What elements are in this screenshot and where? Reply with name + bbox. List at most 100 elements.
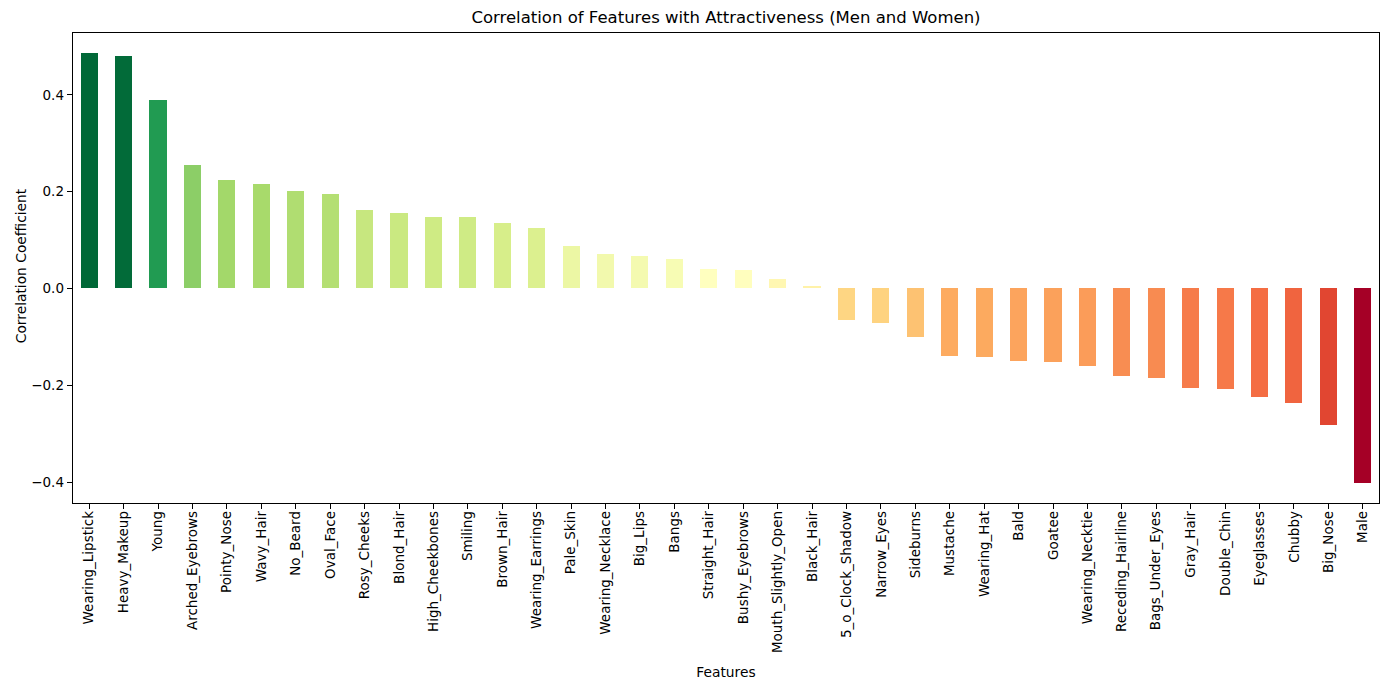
x-tick-label: Wavy_Hair	[254, 511, 269, 582]
x-tick-mark	[1190, 504, 1191, 509]
x-tick-label: Pointy_Nose	[219, 511, 234, 593]
chart-render-layer: Wearing_Lipstick Heavy_Makeup Young Arched_…	[0, 0, 1389, 690]
x-tick-label: Mustache	[942, 511, 957, 576]
x-tick-label: Brown_Hair	[495, 511, 510, 588]
x-tick-mark	[467, 504, 468, 509]
bar-Smiling	[459, 217, 476, 288]
bar-Mustache	[941, 288, 958, 356]
bar-Big_Lips	[631, 256, 648, 289]
bar-Wearing_Necktie	[1079, 288, 1096, 366]
bar-Black_Hair	[803, 286, 820, 288]
x-tick-mark	[1328, 504, 1329, 509]
y-tick-label: 0.4	[43, 87, 64, 103]
x-tick-mark	[433, 504, 434, 509]
bar-Pale_Skin	[563, 246, 580, 288]
x-tick-mark	[915, 504, 916, 509]
x-tick-label: Pale_Skin	[564, 511, 579, 574]
x-tick-mark	[1362, 504, 1363, 509]
y-axis-label: Correlation Coefficient	[14, 189, 29, 343]
x-tick-label: Arched_Eyebrows	[185, 511, 200, 630]
y-tick-mark	[67, 385, 72, 386]
bar-Wavy_Hair	[253, 184, 270, 288]
bar-No_Beard	[287, 191, 304, 288]
bar-Wearing_Lipstick	[81, 53, 98, 288]
y-tick-mark	[67, 191, 72, 192]
x-tick-mark	[812, 504, 813, 509]
x-tick-mark	[743, 504, 744, 509]
y-tick-mark	[67, 94, 72, 95]
x-tick-label: Eyeglasses	[1252, 511, 1267, 586]
bar-Heavy_Makeup	[115, 56, 132, 288]
x-tick-mark	[261, 504, 262, 509]
x-tick-mark	[949, 504, 950, 509]
x-tick-label: Big_Nose	[1321, 511, 1336, 573]
bar-Gray_Hair	[1182, 288, 1199, 387]
x-tick-label: Oval_Face	[323, 511, 338, 579]
x-tick-label: Rosy_Cheeks	[357, 511, 372, 599]
bar-Narrow_Eyes	[872, 288, 889, 322]
bar-Male	[1354, 288, 1371, 483]
bar-Blond_Hair	[390, 213, 407, 289]
bar-Wearing_Necklace	[597, 254, 614, 289]
bar-Bags_Under_Eyes	[1148, 288, 1165, 377]
x-tick-label: Receding_Hairline	[1114, 511, 1129, 632]
x-tick-mark	[1293, 504, 1294, 509]
x-tick-label: Straight_Hair	[701, 511, 716, 599]
bar-Sideburns	[907, 288, 924, 337]
bar-Bushy_Eyebrows	[735, 270, 752, 289]
x-tick-mark	[1053, 504, 1054, 509]
x-tick-label: Wearing_Earrings	[529, 511, 544, 629]
x-tick-label: Mouth_Slightly_Open	[770, 511, 785, 653]
x-tick-label: Gray_Hair	[1183, 511, 1198, 578]
x-tick-label: 5_o_Clock_Shadow	[839, 511, 854, 638]
x-tick-mark	[1156, 504, 1157, 509]
bar-Oval_Face	[322, 194, 339, 289]
x-tick-label: Wearing_Necktie	[1080, 511, 1095, 624]
x-tick-label: Wearing_Lipstick	[82, 511, 97, 624]
bar-Wearing_Hat	[976, 288, 993, 356]
x-tick-label: Bags_Under_Eyes	[1149, 511, 1164, 630]
x-tick-label: Black_Hair	[805, 511, 820, 582]
x-axis-label: Features	[696, 664, 755, 680]
x-tick-mark	[536, 504, 537, 509]
x-tick-mark	[674, 504, 675, 509]
x-tick-mark	[330, 504, 331, 509]
x-tick-mark	[1018, 504, 1019, 509]
x-tick-label: Sideburns	[908, 511, 923, 578]
x-tick-label: Narrow_Eyes	[873, 511, 888, 598]
x-tick-mark	[192, 504, 193, 509]
bar-Bangs	[666, 259, 683, 288]
x-tick-mark	[89, 504, 90, 509]
x-tick-label: Blond_Hair	[392, 511, 407, 584]
x-tick-label: Wearing_Necklace	[598, 511, 613, 635]
x-tick-label: Young	[151, 511, 166, 551]
bar-Goatee	[1044, 288, 1061, 362]
y-tick-label: −0.2	[31, 377, 64, 393]
bar-Receding_Hairline	[1113, 288, 1130, 376]
x-tick-label: High_Cheekbones	[426, 511, 441, 632]
x-tick-label: Chubby	[1286, 511, 1301, 563]
bar-Big_Nose	[1320, 288, 1337, 425]
bar-Double_Chin	[1217, 288, 1234, 389]
bar-Eyeglasses	[1251, 288, 1268, 397]
x-tick-mark	[399, 504, 400, 509]
bar-Arched_Eyebrows	[184, 165, 201, 289]
y-tick-label: −0.4	[31, 474, 64, 490]
x-tick-mark	[1087, 504, 1088, 509]
x-tick-mark	[880, 504, 881, 509]
x-tick-label: Bangs	[667, 511, 682, 553]
bar-Brown_Hair	[494, 223, 511, 288]
bar-Rosy_Cheeks	[356, 210, 373, 289]
x-tick-mark	[846, 504, 847, 509]
x-tick-mark	[226, 504, 227, 509]
x-tick-label: Goatee	[1046, 511, 1061, 560]
x-tick-mark	[639, 504, 640, 509]
x-tick-label: Bald	[1011, 511, 1026, 541]
bar-High_Cheekbones	[425, 217, 442, 289]
x-tick-label: Smiling	[460, 511, 475, 561]
y-tick-label: 0.0	[43, 280, 64, 296]
x-tick-mark	[1259, 504, 1260, 509]
x-tick-mark	[364, 504, 365, 509]
bar-Chubby	[1285, 288, 1302, 403]
x-tick-label: Heavy_Makeup	[116, 511, 131, 613]
